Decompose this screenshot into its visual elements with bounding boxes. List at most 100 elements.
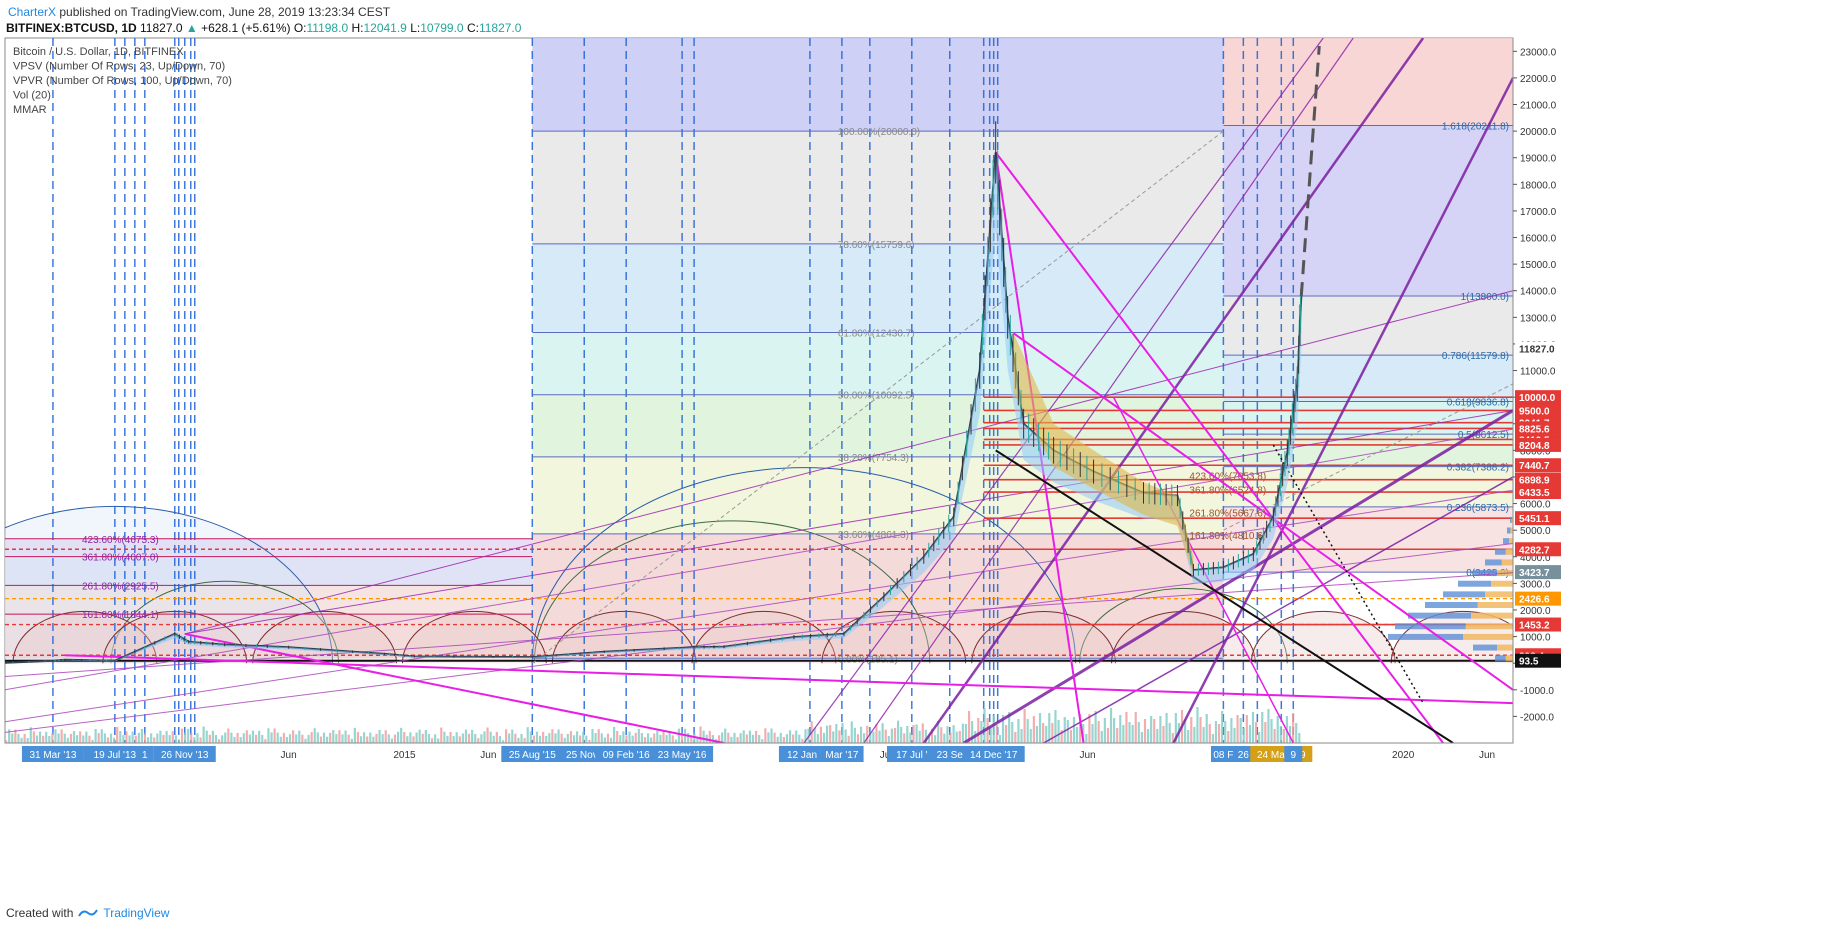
volume-bar [168,735,171,743]
fib-level-label: 61.80%(12430.7) [838,328,915,339]
volume-bar [773,732,776,743]
fib-ext-label: 0.382(7388.2) [1447,463,1509,474]
volume-bar [236,732,239,743]
volume-bar [1042,723,1045,743]
tradingview-brand[interactable]: TradingView [103,906,170,920]
volume-bar [162,734,165,743]
volume-bar [390,738,393,743]
volume-bar [443,731,446,743]
volume-bar [1020,729,1023,743]
volume-bar [356,732,360,743]
price-badge-label: 10000.0 [1519,393,1556,404]
fib-ext-label: 0.618(9836.8) [1447,397,1509,408]
fib-ext-label: 0.5(8612.5) [1458,430,1509,441]
legend-item: Vol (20) [13,90,51,102]
volume-bar [171,731,174,743]
volume-bar [1106,728,1110,743]
volume-bar [461,733,464,743]
volume-bar [23,733,26,743]
volume-bar [301,734,304,743]
volume-bar [943,733,946,743]
fib-zone [532,131,1224,244]
volume-bar [1048,713,1051,743]
date-badge: 1 [135,746,154,762]
volume-bars [5,707,1301,743]
date-badge: 08 F [1210,746,1236,762]
volume-bar [637,728,640,743]
volume-bar [1017,719,1020,743]
volume-bar [918,730,921,743]
volume-profile-bar [1443,591,1485,598]
volume-bar [671,735,674,743]
volume-bar [128,735,131,743]
volume-bar [736,737,739,743]
volume-bar [1032,716,1035,743]
volume-bar [643,737,647,743]
volume-bar [829,725,832,743]
volume-bar [1103,718,1106,743]
volume-bar [770,728,773,743]
volume-bar [1026,719,1029,743]
fib-level-label: 78.60%(15759.6) [838,240,915,251]
volume-bar [332,730,335,743]
time-tick-label: 2015 [393,750,416,761]
price-axis[interactable]: 23000.0 22000.0 21000.0 20000.0 19000.0 18000… [1512,38,1828,743]
date-badge-label: 26 [1238,750,1250,761]
price-tick-label: 19000.0 [1520,154,1557,165]
date-badge-label: 08 F [1213,750,1233,761]
volume-bar [106,737,110,743]
author-link[interactable]: CharterX [8,5,57,19]
volume-bar [446,735,449,743]
volume-bar [406,736,409,743]
volume-bar [986,718,989,743]
volume-bar [832,731,835,743]
high-value: 12041.9 [363,21,407,35]
volume-bar [233,736,236,743]
volume-bar [17,733,20,743]
volume-bar [971,721,974,743]
volume-bar [264,739,267,743]
price-badge-label: 8825.6 [1519,424,1550,435]
black-trend-line [995,449,1454,743]
date-badge-label: 23 May '16 [658,750,707,761]
volume-bar [733,732,736,743]
volume-bar [495,731,498,743]
volume-bar [508,733,511,743]
fib-ext-label: 0.786(11579.8) [1442,351,1509,362]
volume-bar [193,737,196,743]
volume-bar [866,725,869,743]
volume-bar [751,734,755,743]
volume-bar [998,735,1002,743]
volume-bar [1208,724,1211,743]
volume-bar [486,727,489,743]
trend-line [1013,332,1513,691]
volume-bar [782,737,785,743]
volume-bar [221,735,224,743]
volume-bar [427,734,431,743]
volume-bar [1029,729,1032,743]
fan-line [1043,476,1513,743]
fib-ext-2018-label: 361.80%(6524.8) [1189,486,1266,497]
volume-bar [927,736,931,743]
volume-bar [366,736,369,743]
volume-bar [545,736,548,743]
volume-bar [341,734,344,743]
fib-level-label: 23.60%(4861.3) [838,530,909,541]
volume-bar [825,725,829,743]
volume-bar [776,736,779,743]
volume-bar [1063,717,1066,743]
date-badge: 23 May '16 [651,746,714,762]
fib-ext-2018-label: 261.80%(5667.6) [1189,508,1266,519]
volume-bar [205,730,208,743]
volume-bar [560,733,563,743]
volume-bar [359,736,363,743]
volume-bar [325,736,329,743]
volume-profile-bar [1473,570,1497,577]
close-label: C: [466,21,479,35]
price-badge: 2426.6 [1515,591,1561,606]
volume-bar [1094,711,1097,743]
volume-bar [1165,713,1168,743]
volume-bar [69,733,73,743]
